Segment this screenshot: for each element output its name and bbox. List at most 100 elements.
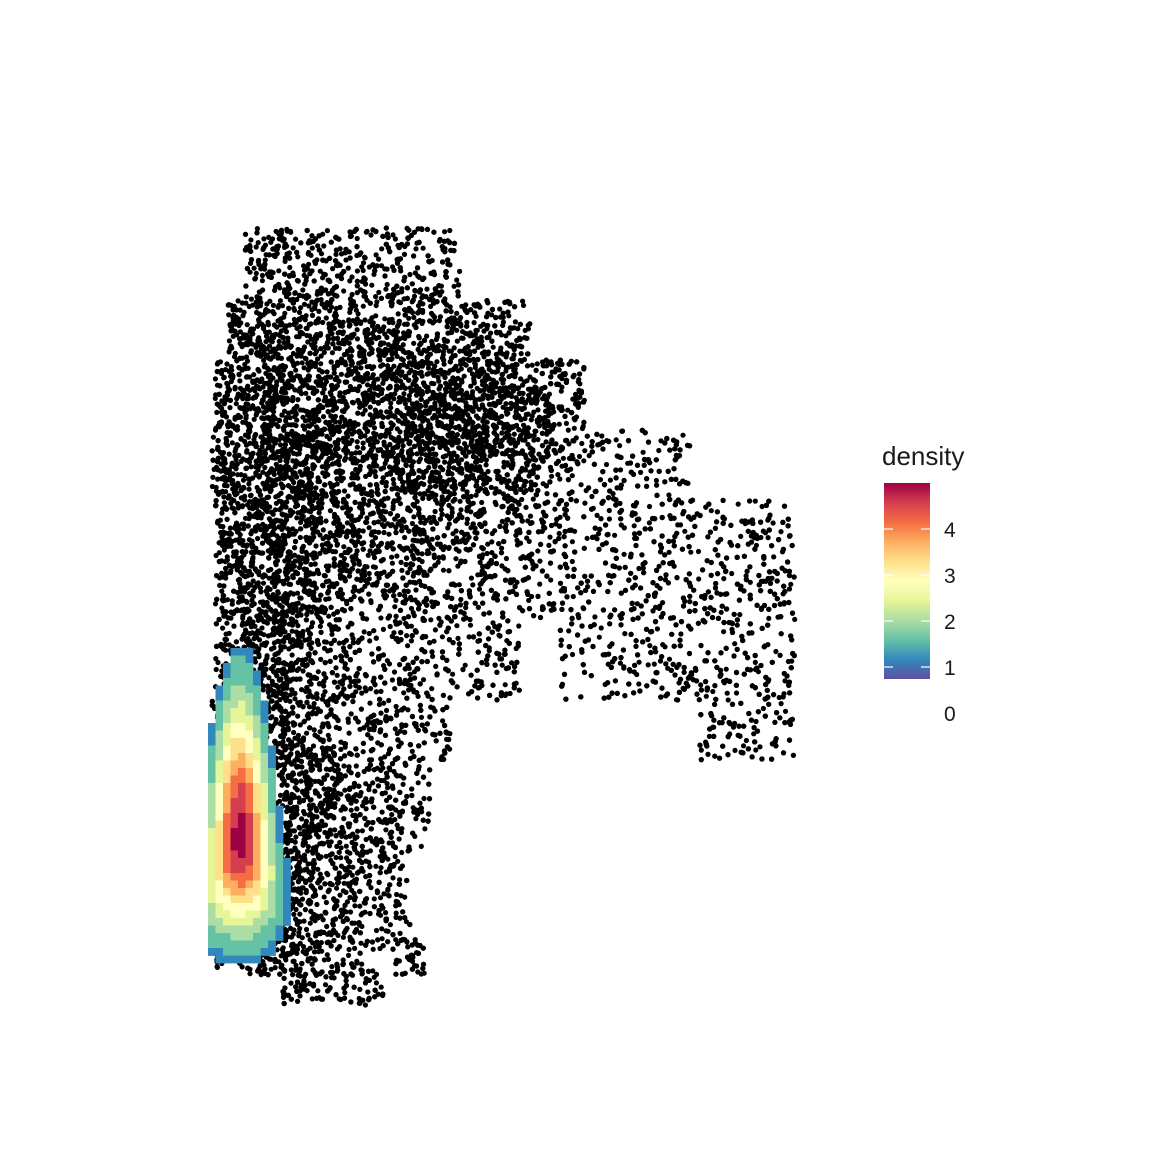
scatter-point: [330, 266, 336, 272]
scatter-point: [757, 744, 763, 750]
scatter-point: [405, 643, 411, 649]
scatter-point: [347, 909, 354, 915]
scatter-point: [342, 990, 348, 996]
scatter-point: [548, 577, 554, 583]
scatter-point: [343, 843, 349, 849]
scatter-point: [596, 634, 602, 640]
scatter-point: [323, 315, 329, 321]
scatter-point: [499, 518, 505, 525]
scatter-point: [297, 722, 303, 728]
scatter-point: [401, 251, 408, 257]
scatter-point: [373, 980, 379, 986]
scatter-point: [389, 677, 395, 683]
scatter-point: [654, 626, 661, 632]
scatter-point: [288, 967, 294, 973]
scatter-point: [415, 780, 421, 786]
scatter-point: [397, 930, 403, 937]
scatter-point: [457, 268, 463, 274]
scatter-point: [660, 600, 666, 606]
scatter-point: [666, 549, 672, 555]
scatter-point: [589, 493, 595, 500]
scatter-point: [387, 623, 393, 630]
scatter-point: [786, 586, 793, 592]
scatter-point: [698, 682, 704, 688]
scatter-point: [405, 570, 411, 576]
scatter-point: [598, 625, 604, 631]
scatter-point: [237, 329, 243, 335]
scatter-point: [226, 312, 232, 318]
scatter-point: [682, 528, 688, 534]
scatter-point: [646, 520, 653, 526]
scatter-point: [440, 567, 447, 573]
scatter-point: [675, 522, 681, 528]
scatter-point: [708, 508, 714, 514]
scatter-point: [675, 697, 681, 703]
scatter-point: [617, 500, 623, 506]
scatter-point: [622, 631, 628, 637]
scatter-point: [770, 520, 776, 526]
scatter-point: [640, 449, 646, 455]
scatter-point: [767, 569, 773, 575]
scatter-point: [653, 477, 660, 484]
scatter-point: [376, 256, 382, 262]
scatter-point: [365, 989, 371, 995]
scatter-point: [420, 677, 427, 683]
scatter-point: [666, 656, 673, 662]
scatter-point: [327, 530, 333, 536]
scatter-point: [612, 532, 618, 538]
scatter-point: [646, 503, 653, 510]
scatter-point: [526, 597, 532, 604]
scatter-point: [782, 708, 789, 714]
scatter-point: [376, 289, 382, 295]
scatter-point: [592, 614, 598, 620]
scatter-point: [658, 438, 664, 444]
scatter-point: [680, 432, 686, 438]
scatter-point: [294, 950, 300, 957]
scatter-point: [307, 920, 313, 926]
scatter-point: [485, 636, 492, 642]
scatter-point: [419, 551, 425, 557]
scatter-point: [226, 338, 232, 344]
scatter-point: [645, 662, 651, 668]
scatter-point: [343, 257, 349, 263]
scatter-point: [698, 747, 704, 753]
scatter-point: [747, 579, 753, 585]
scatter-point: [463, 302, 469, 308]
scatter-point: [323, 899, 329, 906]
scatter-point: [752, 498, 758, 504]
scatter-point: [617, 443, 623, 449]
scatter-point: [414, 451, 420, 457]
scatter-point: [388, 400, 394, 406]
scatter-point: [723, 666, 729, 672]
scatter-point: [422, 826, 428, 832]
scatter-point: [442, 229, 448, 235]
scatter-point: [512, 319, 519, 325]
scatter-point: [789, 658, 795, 664]
scatter-point: [634, 671, 640, 678]
scatter-point: [337, 419, 343, 425]
scatter-point: [447, 227, 453, 234]
scatter-point: [729, 570, 735, 577]
scatter-point: [462, 662, 468, 668]
scatter-points: [209, 225, 798, 1008]
scatter-point: [363, 806, 369, 812]
scatter-point: [636, 659, 642, 665]
scatter-point: [381, 891, 387, 897]
scatter-point: [429, 686, 435, 692]
scatter-point: [576, 453, 583, 460]
scatter-point: [606, 507, 612, 514]
scatter-point: [392, 853, 398, 860]
scatter-point: [753, 718, 759, 725]
scatter-point: [381, 529, 387, 536]
scatter-point: [710, 688, 716, 695]
scatter-point: [617, 660, 624, 666]
scatter-point: [440, 718, 446, 724]
scatter-point: [432, 627, 438, 633]
scatter-point: [388, 405, 394, 411]
scatter-point: [584, 535, 590, 541]
scatter-point: [734, 622, 740, 628]
scatter-point: [735, 501, 741, 507]
scatter-point: [621, 664, 627, 670]
scatter-point: [405, 707, 411, 713]
scatter-point: [393, 703, 399, 710]
